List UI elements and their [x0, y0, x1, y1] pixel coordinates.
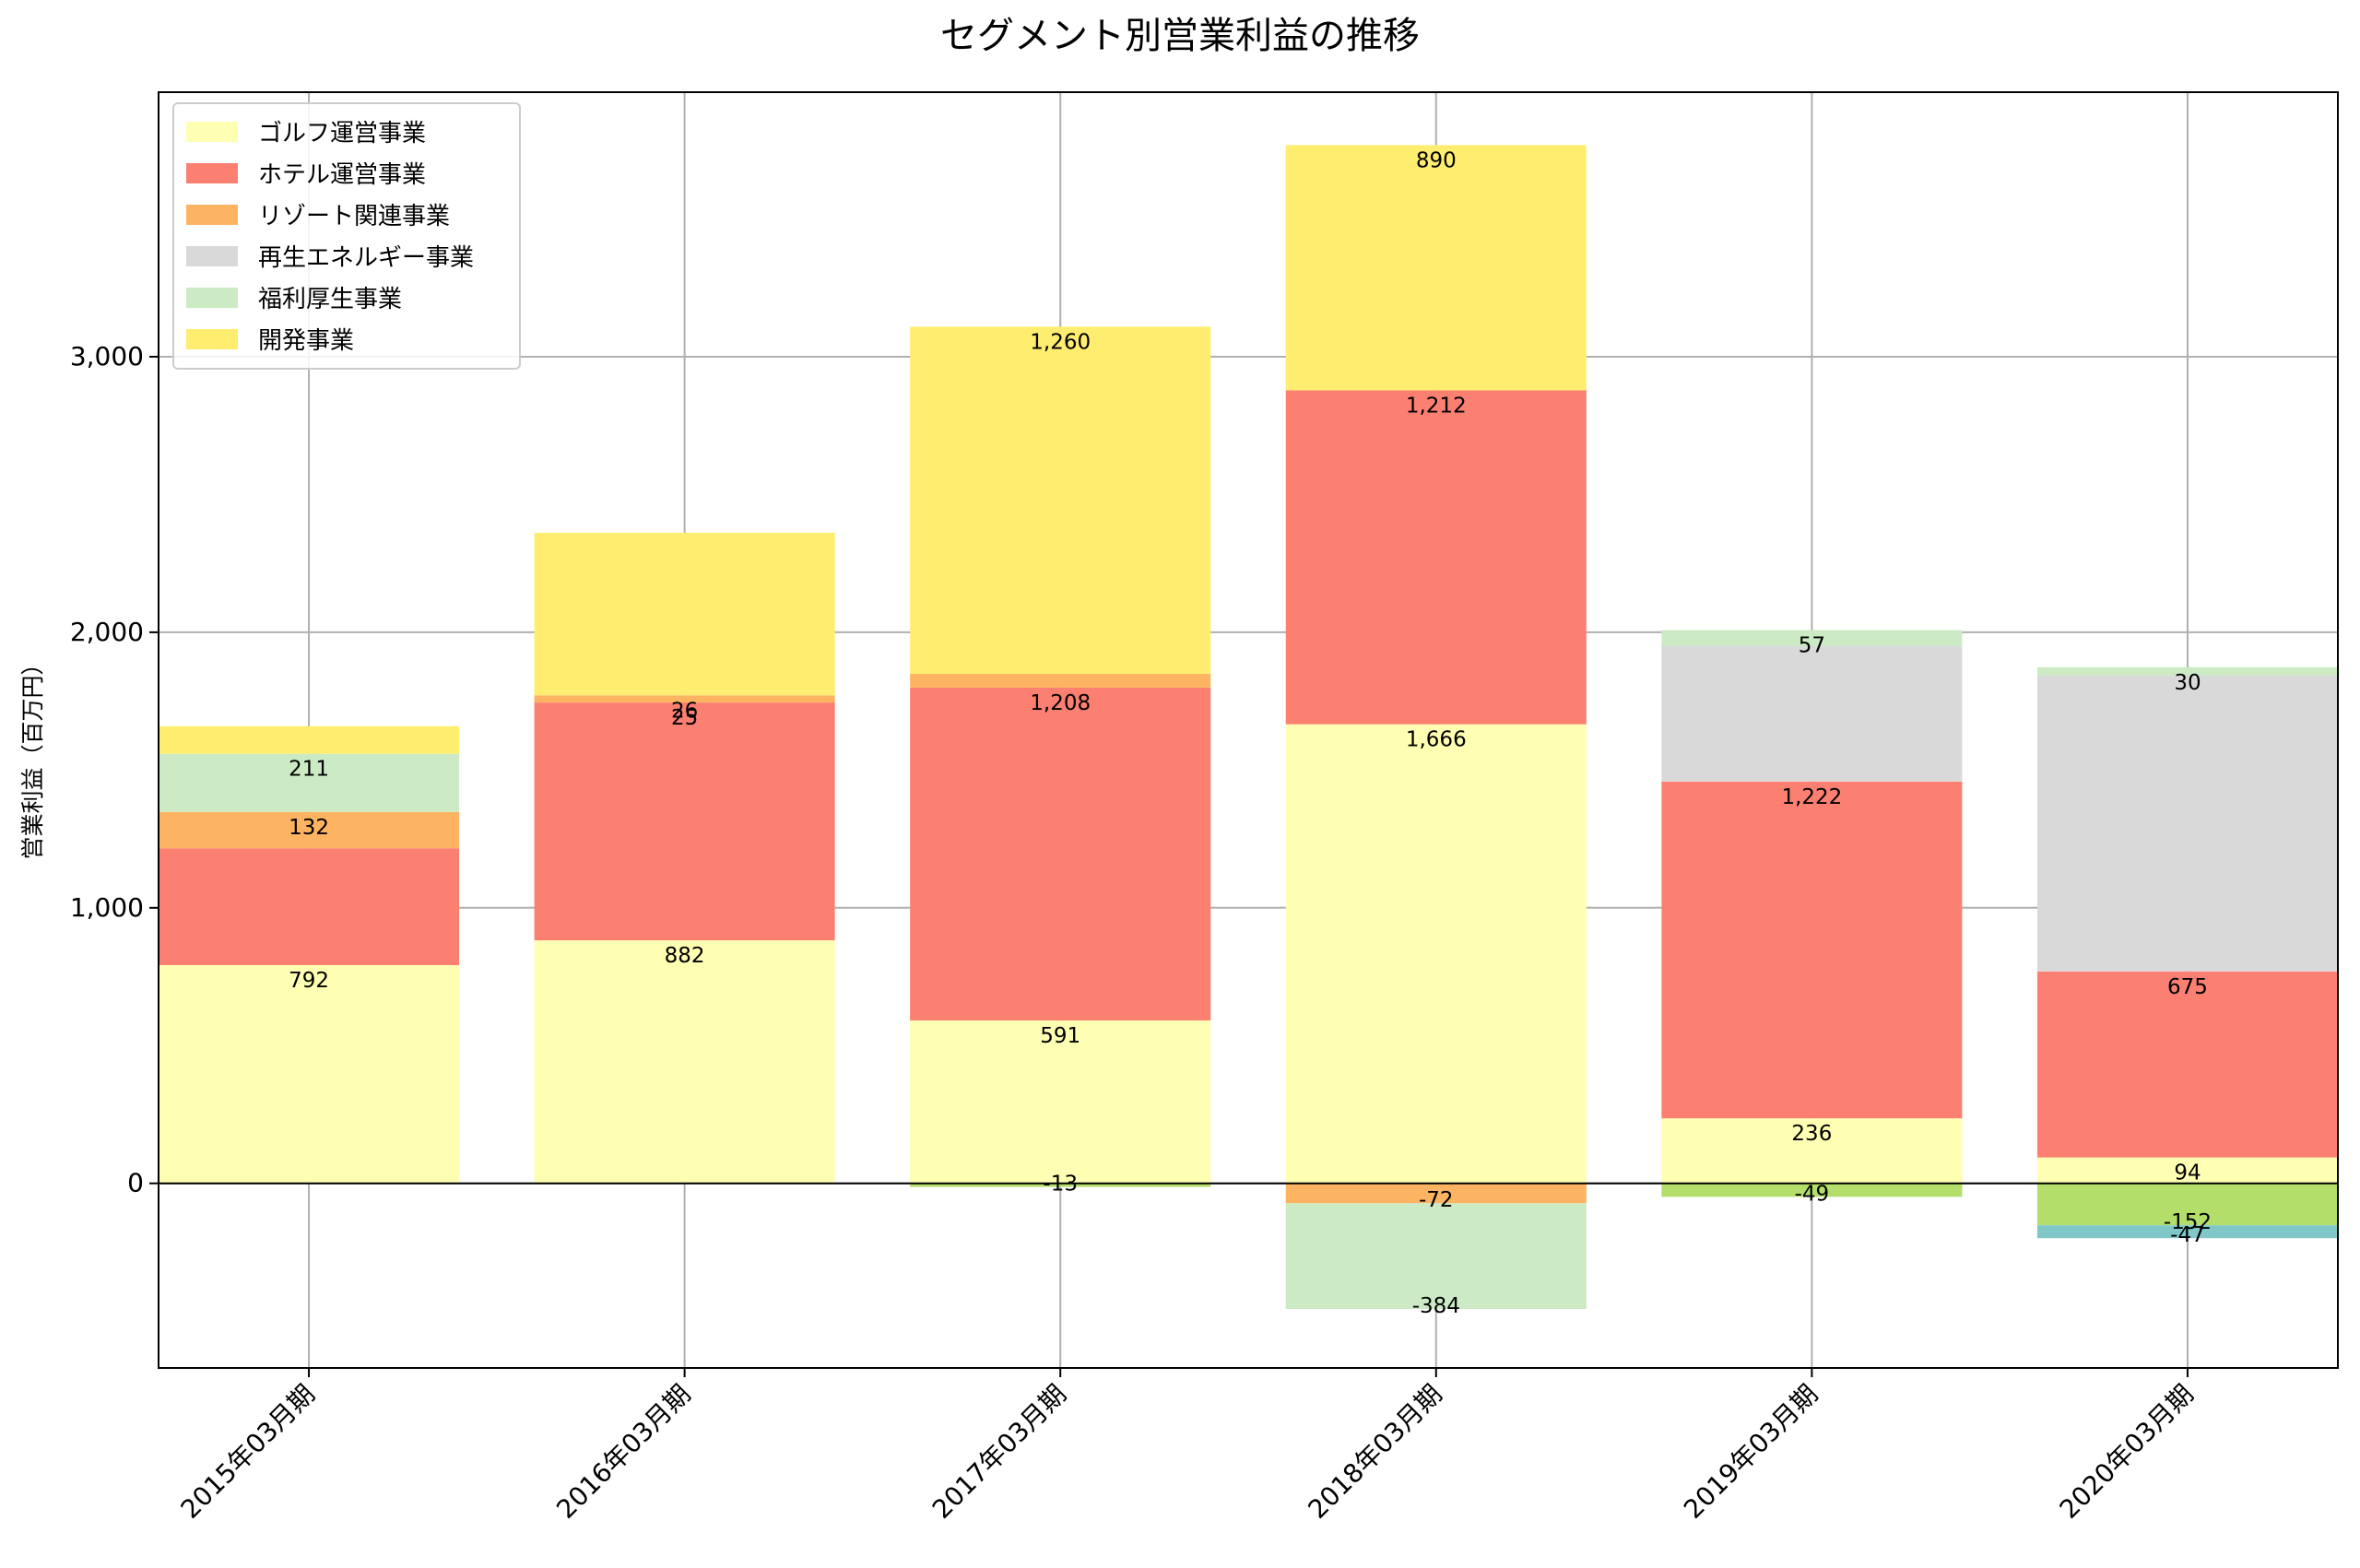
x-tick-label: 2016年03月期 — [550, 1379, 696, 1525]
legend-swatch — [186, 288, 238, 308]
bar-segment — [2036, 1225, 2338, 1239]
bar-segment — [910, 674, 1211, 688]
legend-swatch — [186, 122, 238, 142]
bar-segment — [159, 811, 460, 849]
bar-segment — [2036, 971, 2338, 1158]
legend-label: 開発事業 — [258, 327, 354, 355]
data-label: 1,222 — [1781, 785, 1842, 809]
data-label: 1,666 — [1406, 728, 1467, 752]
data-label: -47 — [2170, 1223, 2205, 1247]
bar-segment — [1285, 390, 1587, 725]
bar-segment — [1661, 781, 1963, 1119]
chart-title: セグメント別営業利益の推移 — [940, 15, 1420, 57]
legend: ゴルフ運営事業ホテル運営事業リゾート関連事業再生エネルギー事業福利厚生事業開発事… — [172, 102, 521, 370]
x-tick-label: 2019年03月期 — [1678, 1379, 1823, 1525]
bar-segment — [1285, 724, 1587, 1184]
bar-segment — [159, 725, 460, 754]
bar-segment — [1661, 1118, 1963, 1184]
data-label: 57 — [1799, 633, 1825, 657]
legend-box — [172, 102, 521, 370]
bar-segment — [2036, 675, 2338, 972]
bar-segment — [2036, 666, 2338, 676]
data-label: 26 — [671, 699, 698, 723]
y-tick-label: 3,000 — [70, 341, 144, 371]
data-label: 30 — [2174, 671, 2201, 695]
data-label: 25 — [671, 706, 698, 730]
data-label: 591 — [1040, 1024, 1080, 1048]
x-tick-label: 2020年03月期 — [2054, 1379, 2200, 1525]
data-label: 1,260 — [1030, 330, 1091, 354]
data-label: -384 — [1412, 1294, 1460, 1318]
data-label: -72 — [1419, 1188, 1454, 1212]
bar-segment — [910, 1020, 1211, 1184]
bar-segment — [534, 532, 835, 696]
x-tick-label: 2018年03月期 — [1302, 1379, 1447, 1525]
data-label: 1,212 — [1406, 394, 1467, 418]
y-axis-label: 営業利益（百万円） — [19, 652, 46, 859]
legend-swatch — [186, 205, 238, 225]
bar-segment — [2036, 1183, 2338, 1226]
x-tick-label: 2015年03月期 — [175, 1379, 321, 1525]
bar-segment — [1285, 1183, 1587, 1204]
data-label: 132 — [289, 816, 329, 840]
legend-label: 福利厚生事業 — [258, 286, 402, 313]
data-label: -152 — [2164, 1210, 2212, 1234]
bar-segment — [159, 753, 460, 812]
x-tick-label: 2017年03月期 — [926, 1379, 1072, 1525]
bar-segment — [534, 940, 835, 1184]
legend-label: リゾート関連事業 — [258, 203, 450, 230]
data-label: 792 — [289, 969, 329, 993]
bar-segment — [1661, 1183, 1963, 1197]
data-label: 236 — [1791, 1122, 1832, 1146]
y-tick-label: 2,000 — [70, 617, 144, 647]
bar-segment — [910, 326, 1211, 675]
plot-frame — [158, 91, 2339, 1369]
bar-segment — [534, 702, 835, 941]
legend-swatch — [186, 246, 238, 266]
bar-segment — [1285, 1203, 1587, 1310]
data-label: -49 — [1795, 1182, 1830, 1206]
bar-segment — [534, 695, 835, 703]
bar-segment — [1661, 645, 1963, 782]
data-label: 675 — [2167, 975, 2208, 999]
data-label: 94 — [2174, 1161, 2201, 1185]
legend-label: 再生エネルギー事業 — [258, 244, 474, 272]
bar-segment — [1285, 145, 1587, 391]
bar-segment — [159, 964, 460, 1184]
bar-segment — [910, 687, 1211, 1021]
y-tick-label: 0 — [127, 1168, 144, 1198]
data-label: 882 — [665, 944, 705, 968]
data-labels: 792 882 591 1,666 236 94 1,208 1,212 1,222 675 132… — [289, 148, 2212, 1318]
bar-segment — [1661, 630, 1963, 646]
y-tick-label: 1,000 — [70, 892, 144, 923]
bars — [159, 145, 2338, 1310]
data-label: 890 — [1416, 148, 1457, 172]
legend-swatch — [186, 163, 238, 183]
legend-swatch — [186, 329, 238, 349]
bar-segment — [159, 848, 460, 965]
bar-segment — [2036, 1157, 2338, 1184]
data-label: 1,208 — [1030, 691, 1091, 715]
bar-segment — [910, 1183, 1211, 1187]
legend-label: ゴルフ運営事業 — [258, 120, 426, 147]
data-label: 211 — [289, 758, 329, 782]
legend-label: ホテル運営事業 — [258, 161, 426, 189]
